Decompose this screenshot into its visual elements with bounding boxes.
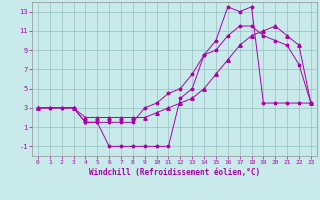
X-axis label: Windchill (Refroidissement éolien,°C): Windchill (Refroidissement éolien,°C): [89, 168, 260, 177]
